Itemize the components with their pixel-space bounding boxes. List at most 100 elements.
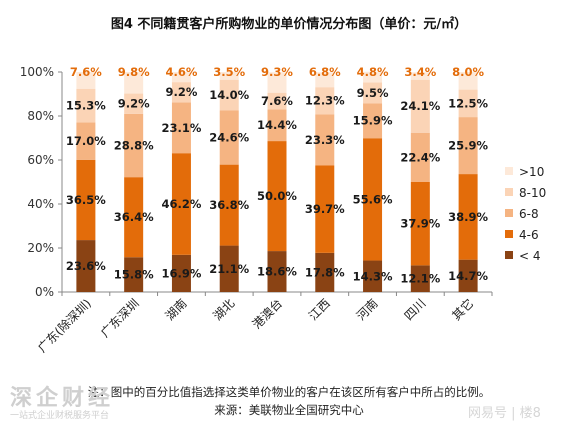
bar-segment — [76, 240, 96, 292]
data-label: 39.7% — [305, 202, 345, 216]
bar-segment — [410, 72, 430, 80]
x-tick-label: 广东(除深圳) — [34, 296, 94, 356]
bar-segment — [315, 114, 335, 166]
watermark-logo-subtext: 一站式企业财税服务平台 — [10, 411, 110, 421]
bar-segment — [267, 72, 287, 93]
x-tick-label: 湖南 — [162, 296, 190, 324]
data-label: 36.8% — [209, 198, 249, 212]
data-label: 36.5% — [66, 193, 106, 207]
bar-segment — [458, 72, 478, 90]
data-label: 3.5% — [213, 65, 245, 79]
bar-segment — [219, 164, 239, 246]
bar-segment — [219, 110, 239, 165]
legend-swatch — [505, 251, 513, 259]
bar-segment — [171, 82, 191, 103]
bar-segment — [76, 72, 96, 89]
data-label: 50.0% — [257, 189, 297, 203]
data-label: 6.8% — [309, 65, 341, 79]
data-label: 14.7% — [448, 269, 488, 283]
data-label: 9.2% — [118, 97, 150, 111]
data-label: 17.8% — [305, 265, 345, 279]
legend: >10 8-10 6-8 4-6 < 4 — [505, 165, 546, 263]
bar-segment — [124, 113, 144, 178]
chart-title: 图4 不同籍贯客户所购物业的单价情况分布图（单价：元/㎡） — [111, 16, 467, 32]
bar-segment — [124, 72, 144, 94]
segment-labels: 23.6% 36.5% 17.0% 15.3% 7.6% 15.8% 36.4% 28.8% 9… — [66, 65, 489, 286]
legend-swatch — [505, 230, 513, 238]
data-label: 3.4% — [404, 65, 436, 79]
data-label: 4.6% — [165, 65, 197, 79]
data-label: 23.1% — [161, 121, 201, 135]
data-label: 4.8% — [357, 65, 389, 79]
bar-segment — [315, 165, 335, 253]
bar-segment — [124, 177, 144, 258]
data-label: 14.0% — [209, 88, 249, 102]
bar-segment — [410, 182, 430, 266]
bar-segment — [219, 72, 239, 80]
bar-segment — [410, 265, 430, 292]
bar-segment — [267, 141, 287, 252]
data-label: 15.8% — [114, 268, 154, 282]
bar-segment — [171, 102, 191, 154]
legend-label: 4-6 — [519, 228, 539, 242]
bar-segment — [410, 79, 430, 133]
legend-swatch — [505, 167, 513, 175]
data-label: 38.9% — [448, 210, 488, 224]
bars — [76, 71, 478, 292]
bar-segment — [363, 103, 383, 139]
bar-segment — [219, 79, 239, 111]
legend-swatch — [505, 209, 513, 217]
data-label: 9.2% — [165, 85, 197, 99]
bar-segment — [458, 174, 478, 260]
bar-segment — [124, 93, 144, 114]
legend-label: 6-8 — [519, 207, 539, 221]
data-label: 37.9% — [400, 217, 440, 231]
x-tick-label: 四川 — [402, 296, 429, 323]
data-label: 36.4% — [114, 210, 154, 224]
data-label: 14.3% — [353, 269, 393, 283]
x-tick-label: 其它 — [449, 296, 477, 324]
legend-label: < 4 — [519, 249, 541, 263]
bar-segment — [315, 87, 335, 115]
data-label: 7.6% — [261, 94, 293, 108]
data-label: 23.6% — [66, 259, 106, 273]
data-label: 55.6% — [353, 192, 393, 206]
bar-segment — [267, 251, 287, 292]
source-note: 来源：美联物业全国研究中心 — [214, 403, 364, 417]
data-label: 25.9% — [448, 139, 488, 153]
data-label: 24.1% — [400, 99, 440, 113]
data-label: 18.6% — [257, 265, 297, 279]
bar-segment — [76, 122, 96, 160]
bar-segment — [363, 260, 383, 292]
data-label: 8.0% — [452, 65, 484, 79]
bar-segment — [124, 257, 144, 292]
legend-label: >10 — [519, 165, 544, 179]
bar-segment — [76, 159, 96, 241]
data-label: 22.4% — [400, 150, 440, 164]
bar-segment — [315, 252, 335, 292]
data-label: 28.8% — [114, 138, 154, 152]
x-tick-label: 河南 — [353, 296, 381, 324]
watermark-logo-text: 深企财经 — [10, 386, 115, 411]
data-label: 15.9% — [353, 114, 393, 128]
data-label: 15.3% — [66, 99, 106, 113]
data-label: 12.1% — [400, 272, 440, 286]
bar-segment — [410, 132, 430, 182]
bar-segment — [458, 89, 478, 118]
y-tick-label: 100% — [20, 65, 54, 79]
x-tick-label: 广东深圳 — [98, 296, 142, 340]
bar-segment — [363, 71, 383, 83]
y-tick-label: 0% — [35, 285, 54, 299]
x-tick-label: 湖北 — [210, 296, 238, 324]
data-label: 9.8% — [118, 65, 150, 79]
bar-segment — [267, 109, 287, 142]
footnote: 注：图中的百分比值指选择这类单价物业的客户在该区所有客户中所占的比例。 — [87, 385, 491, 399]
data-label: 7.6% — [70, 65, 102, 79]
bar-segment — [267, 92, 287, 110]
bar-segment — [171, 72, 191, 83]
data-label: 17.0% — [66, 134, 106, 148]
watermark-corner-text: 网易号 | 楼8 — [468, 406, 541, 421]
x-tick-label: 江西 — [306, 296, 333, 323]
